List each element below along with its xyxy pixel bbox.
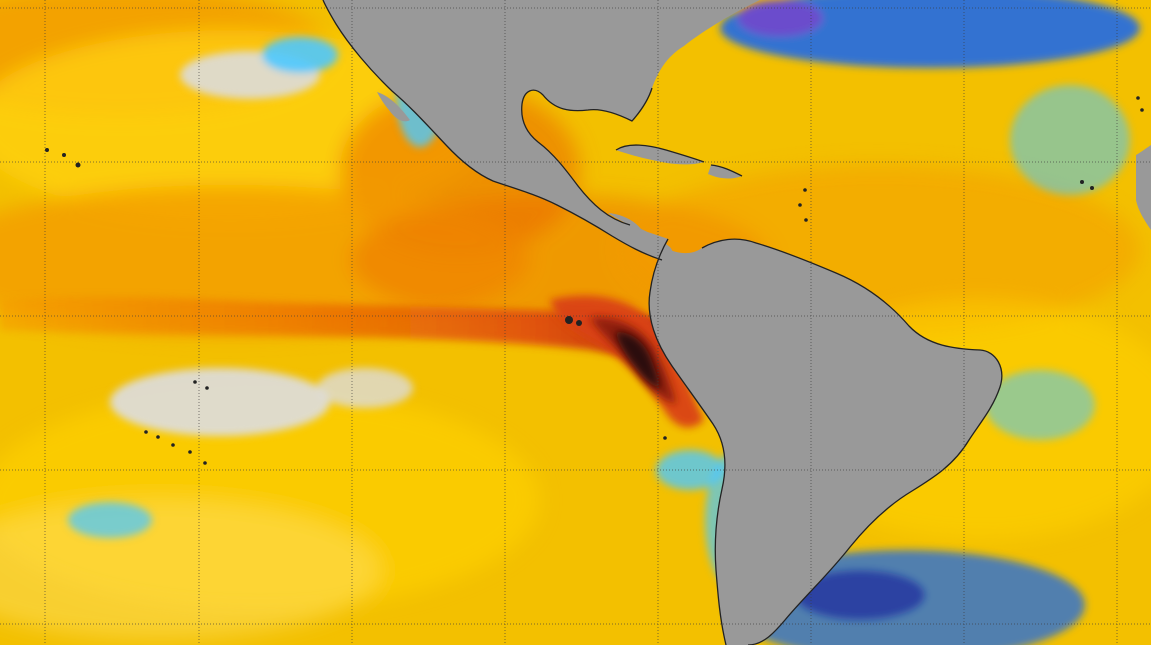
equatorial-anomaly [0,295,705,428]
south-atlantic-dark-blue-patch [795,570,925,620]
pacific-island-marker [156,435,160,439]
cuba-island [616,145,704,165]
peru-near-black-anomaly [615,331,661,389]
pacific-island-marker [144,430,148,434]
pacific-island-marker [193,380,197,384]
hispaniola-island [708,165,742,179]
hispaniola-coast [710,164,743,177]
cuba-coast [615,144,705,163]
pacific-coast-north-america [322,0,663,261]
north-pacific-cyan-patch [262,37,338,73]
pacific-island-marker [205,386,209,390]
cape-verde-island-marker [1080,180,1084,184]
equatorial-warm-band [0,296,705,356]
gulf-of-mexico-coast [521,87,653,226]
hawaii-island-marker [75,162,81,168]
caribbean-island-marker [798,203,802,207]
galapagos-island-marker [565,316,573,324]
south-pacific-neutral-patch [110,368,330,436]
caribbean-island-marker [803,188,807,192]
coastal-island-marker [663,436,667,440]
west-africa-edge-land [1136,145,1151,230]
south-pacific-light-gray-patch [317,368,413,408]
coastlines [322,0,1003,645]
hawaii-island-marker [45,148,49,152]
south-america-land [608,213,1002,645]
southwest-pacific-cyan-patch [68,502,152,538]
island-markers [45,96,1144,465]
north-atlantic-cool-patch [1010,85,1130,195]
atlantic-island-marker [1136,96,1140,100]
south-atlantic-cool-patch [985,370,1095,440]
baja-california-peninsula [377,92,410,122]
cape-verde-island-marker [1090,186,1094,190]
hawaii-island-marker [62,153,66,157]
north-atlantic-purple-patch [738,0,822,36]
north-america-land [323,0,760,261]
pacific-island-marker [203,461,207,465]
west-coast-south-america [648,238,727,645]
galapagos-island-marker [576,320,582,326]
land-mask [323,0,1151,645]
east-coast-south-america [701,238,1003,645]
caribbean-island-marker [804,218,808,222]
pacific-island-marker [171,443,175,447]
north-atlantic-blue-patch [720,0,1140,68]
atlantic-island-marker [1140,108,1144,112]
pacific-island-marker [188,450,192,454]
